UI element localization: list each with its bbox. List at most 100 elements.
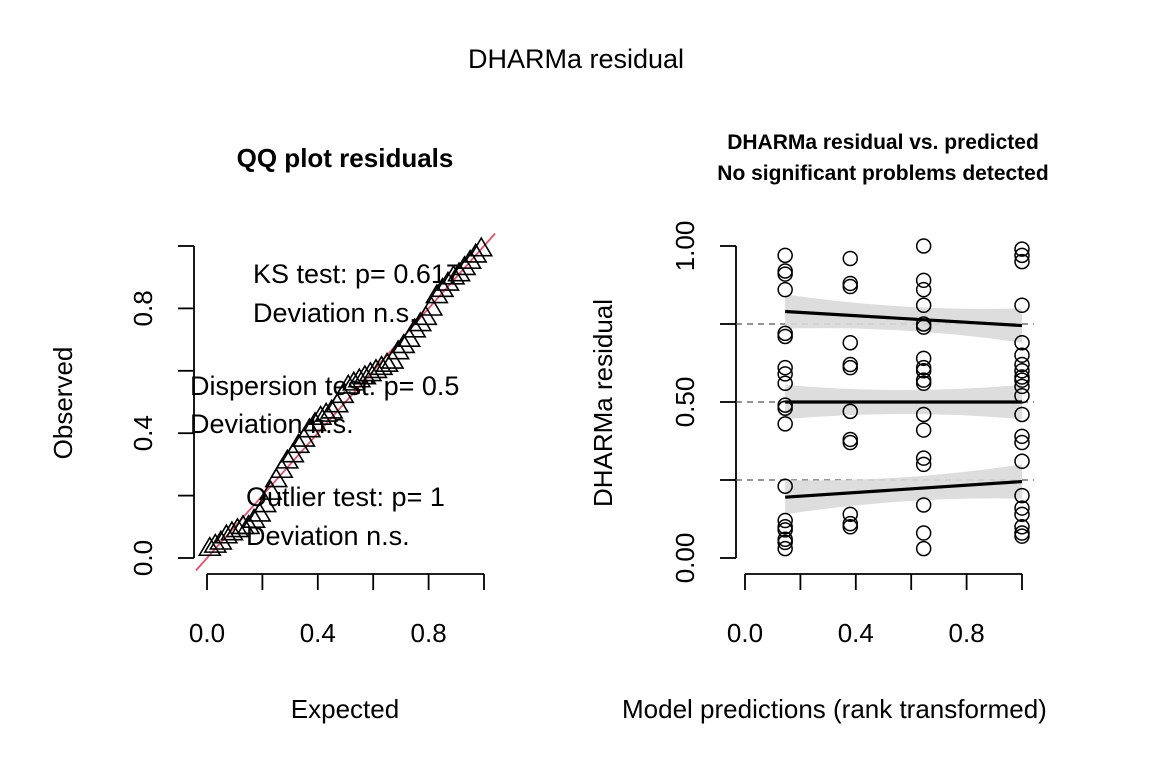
qq-point: [458, 249, 483, 270]
rv-quantile-line: [785, 479, 1023, 499]
qq-point: [408, 311, 433, 332]
rv-point: [1014, 363, 1030, 379]
rv-point: [915, 422, 932, 438]
rv-point: [842, 515, 859, 532]
rv-point: [915, 540, 932, 557]
qq-annotation-line2: Deviation n.s.: [253, 298, 417, 328]
rv-point: [1014, 453, 1030, 470]
rv-point: [777, 534, 793, 551]
rv-point: [915, 297, 932, 314]
rv-point: [777, 328, 793, 345]
rv-point: [1014, 528, 1030, 544]
rv-point: [915, 456, 932, 473]
rv-point: [842, 519, 859, 535]
qq-annotation-line1: Dispersion test: p= 0.5: [190, 371, 459, 401]
rv-point: [842, 250, 859, 267]
rv-point: [915, 450, 932, 466]
qq-point: [236, 514, 261, 535]
rv-point: [777, 366, 793, 382]
rv-x-tick-label: 0.8: [949, 618, 985, 648]
qq-point: [375, 351, 399, 372]
rv-y-tick-label: 0.50: [670, 377, 700, 428]
rv-point: [915, 272, 932, 289]
rv-point: [777, 375, 793, 392]
rv-x-tick-label: 0.4: [838, 618, 874, 648]
residual-vs-predicted-panel: DHARMa residual vs. predicted No signifi…: [588, 131, 1049, 724]
qq-annotation-line1: Outlier test: p= 1: [246, 482, 445, 512]
rv-point: [915, 375, 932, 392]
rv-point: [777, 478, 793, 494]
qq-point: [386, 339, 410, 360]
rv-subtitle: No significant problems detected: [717, 162, 1048, 185]
rv-point: [777, 266, 793, 282]
rv-point: [842, 359, 859, 376]
qq-point: [419, 295, 444, 316]
qq-point: [430, 277, 455, 298]
rv-point: [915, 238, 932, 254]
qq-point: [369, 355, 394, 376]
qq-point: [197, 536, 222, 557]
qq-y-tick-label: 0.0: [128, 540, 158, 576]
rv-quantile-line: [785, 309, 1023, 328]
qq-y-tick-label: 0.4: [128, 415, 158, 451]
rv-point: [1014, 428, 1030, 445]
qq-point: [463, 242, 488, 263]
qq-x-axis-label: Expected: [291, 694, 399, 724]
rv-point: [1014, 487, 1030, 504]
rv-y-axis-label: DHARMa residual: [588, 299, 618, 507]
rv-point: [1014, 506, 1030, 523]
qq-x-tick-label: 0.0: [189, 618, 225, 648]
rv-plot-area: 0.0 0.4 0.8 0.00 0.50 1.00: [670, 221, 1034, 648]
rv-y-tick-label: 0.00: [670, 533, 700, 584]
rv-point: [1014, 525, 1030, 541]
rv-point: [777, 540, 793, 557]
rv-y-tick-label: 1.00: [670, 221, 700, 272]
qq-x-tick-label: 0.8: [411, 618, 447, 648]
qq-point: [402, 317, 427, 338]
rv-point: [842, 506, 859, 523]
qq-annotations: KS test: p= 0.617 Deviation n.s. Dispersio…: [190, 259, 461, 551]
rv-point: [777, 522, 793, 538]
rv-point: [777, 512, 793, 529]
rv-point: [1014, 434, 1030, 451]
qq-point: [275, 448, 300, 469]
rv-title: DHARMa residual vs. predicted: [727, 131, 1039, 154]
rv-point: [1014, 247, 1030, 264]
rv-point: [1014, 297, 1030, 314]
qq-point: [391, 333, 416, 354]
qq-point: [220, 520, 244, 541]
qq-point: [286, 433, 311, 454]
rv-point: [1014, 356, 1030, 373]
qq-point: [258, 479, 283, 500]
rv-point: [777, 281, 793, 298]
rv-x-tick-label: 0.0: [727, 618, 763, 648]
rv-point: [1014, 241, 1030, 257]
qq-annotation-line2: Deviation n.s.: [190, 409, 354, 439]
rv-point: [915, 281, 932, 298]
rv-point: [777, 359, 793, 376]
rv-point: [777, 416, 793, 432]
rv-point: [1014, 519, 1030, 535]
rv-point: [842, 334, 859, 351]
figure-title: DHARMa residual: [468, 44, 684, 74]
qq-point: [452, 255, 477, 276]
rv-point: [1014, 347, 1030, 363]
qq-point: [242, 507, 266, 528]
qq-plot-panel: QQ plot residuals 0.0 0.4 0.8 0.0 0.4 0.8 KS t…: [48, 143, 496, 724]
qq-point: [308, 405, 333, 426]
qq-point: [469, 236, 494, 257]
qq-point: [319, 398, 344, 419]
rv-point: [915, 363, 932, 379]
qq-y-axis-label: Observed: [48, 347, 78, 460]
rv-point: [1014, 372, 1030, 388]
rv-point: [915, 497, 932, 513]
rv-point: [1014, 378, 1030, 395]
rv-x-axis-label: Model predictions (rank transformed): [622, 694, 1047, 724]
rv-point: [1014, 406, 1030, 423]
rv-point: [842, 431, 859, 448]
rv-point: [842, 275, 859, 292]
qq-point: [297, 417, 322, 438]
qq-plot-title: QQ plot residuals: [237, 143, 454, 173]
rv-point: [842, 403, 859, 420]
rv-point: [915, 350, 932, 367]
